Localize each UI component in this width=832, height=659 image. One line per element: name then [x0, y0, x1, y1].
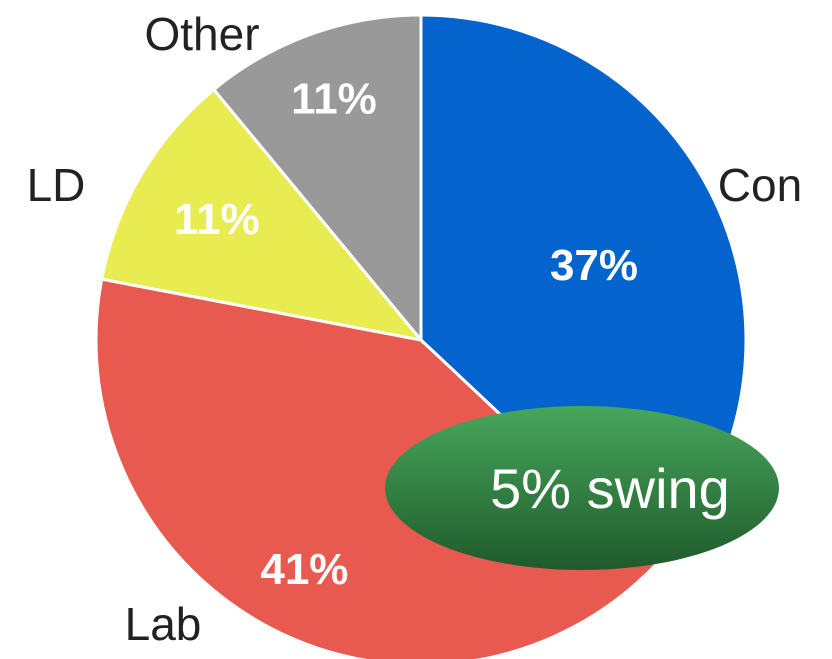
swing-callout-text: 5% swing: [490, 457, 730, 520]
pie-slice-ld: [100, 87, 425, 343]
swing-callout: 5% swing: [385, 406, 779, 570]
slice-category-label-lab: Lab: [125, 598, 202, 650]
pie-slice-other: [211, 13, 423, 345]
pie-labels: 37% Con 41% Lab 11% LD 11% Other: [27, 8, 803, 650]
slice-value-label-con: 37%: [550, 241, 638, 290]
slice-category-label-other: Other: [144, 8, 259, 60]
slice-value-label-lab: 41%: [260, 545, 348, 594]
slice-category-label-con: Con: [718, 159, 802, 211]
slice-value-label-ld: 11%: [174, 195, 260, 244]
slice-value-label-other: 11%: [291, 74, 377, 123]
slice-category-label-ld: LD: [27, 159, 86, 211]
swing-callout-ellipse: [385, 406, 779, 570]
